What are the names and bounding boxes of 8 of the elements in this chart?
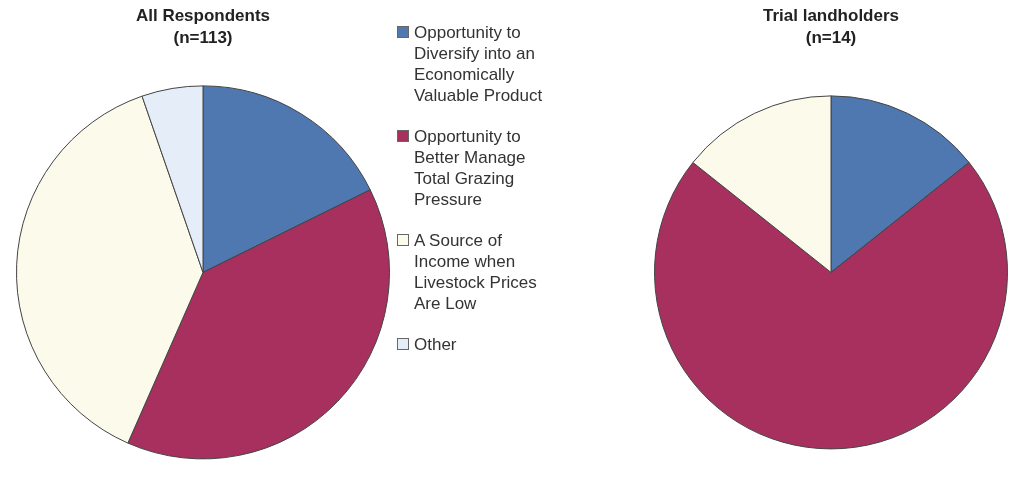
chart-subtitle: (n=113) <box>173 28 233 48</box>
chart-title: All Respondents <box>135 5 271 25</box>
chart-title: Trial landholders <box>762 5 900 25</box>
legend-label: A Source of Income when Livestock Prices Are Low <box>414 230 538 314</box>
legend-label: Other <box>414 334 458 355</box>
chart-subtitle: (n=14) <box>805 28 857 48</box>
legend-label: Opportunity to Diversify into an Economically Valuable Product <box>414 22 544 106</box>
legend-label: Opportunity to Better Manage Total Grazing Pressure <box>414 126 527 210</box>
